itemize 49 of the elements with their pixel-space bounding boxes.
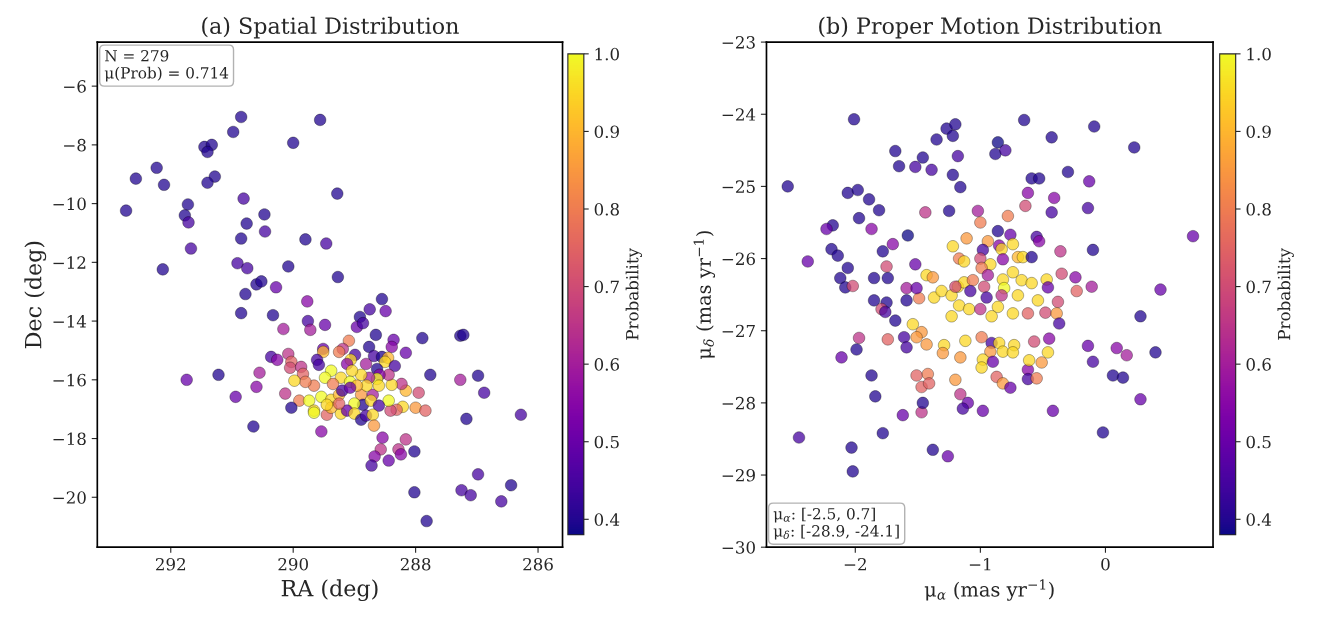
y-tick-label: −28 xyxy=(722,396,755,410)
color-bar-label: 0.8 xyxy=(594,202,619,216)
x-tick-label: 288 xyxy=(400,557,431,571)
color-bar-title: Probability xyxy=(625,248,642,340)
color-bar-label: 0.9 xyxy=(594,125,619,138)
y-tick-label: −29 xyxy=(722,469,755,482)
color-bar-label: 1.0 xyxy=(595,47,619,61)
x-tick-label: 286 xyxy=(523,557,553,571)
chart-title: (b) Proper Motion Distribution xyxy=(819,16,1162,39)
x-tick-label: 0 xyxy=(1101,557,1110,571)
x-axis-title: μ$_{α}$ (mas yr$^{−1}$) xyxy=(924,579,1054,601)
color-bar-label: 0.5 xyxy=(1246,435,1271,449)
y-tick-label: −25 xyxy=(722,180,755,193)
annotation: N = 279 xyxy=(105,49,169,62)
annotation: μ(Prob) = 0.714 xyxy=(104,66,229,82)
y-tick-label: −27 xyxy=(722,324,755,338)
y-tick-label: −6 xyxy=(64,80,86,93)
y-tick-label: −30 xyxy=(722,541,755,554)
y-tick-label: −12 xyxy=(53,256,86,269)
y-tick-label: −18 xyxy=(53,432,86,446)
annotation: μ$_{δ}$: [-28.9, -24.1] xyxy=(773,524,899,540)
color-bar-label: 0.5 xyxy=(594,435,619,449)
color-bar-label: 0.4 xyxy=(1246,513,1272,526)
color-bar-label: 0.8 xyxy=(1246,202,1271,216)
color-bar-label: 0.6 xyxy=(1246,358,1271,371)
x-tick-label: 292 xyxy=(155,557,186,571)
y-tick-label: −24 xyxy=(722,108,756,121)
color-bar-label: 0.7 xyxy=(594,280,619,294)
color-bar-label: 1.0 xyxy=(1247,47,1271,61)
color-bar-title: Probability xyxy=(1277,248,1294,340)
annotation: μ$_{α}$: [-2.5, 0.7] xyxy=(773,507,875,523)
y-axis-title: Dec (deg) xyxy=(24,241,47,349)
y-tick-label: −23 xyxy=(722,36,755,49)
color-bar-label: 0.6 xyxy=(594,358,620,371)
x-tick-label: 290 xyxy=(278,557,308,571)
y-tick-label: −10 xyxy=(53,197,86,211)
x-tick-label: −2 xyxy=(844,557,866,571)
x-tick-label: −1 xyxy=(969,557,991,571)
y-tick-label: −16 xyxy=(53,373,86,387)
chart-title: (a) Spatial Distribution xyxy=(202,16,459,39)
color-bar-label: 0.9 xyxy=(1246,125,1271,138)
color-bar-label: 0.7 xyxy=(1246,280,1271,294)
x-axis-title: RA (deg) xyxy=(281,579,378,602)
y-tick-label: −26 xyxy=(722,252,756,266)
y-tick-label: −14 xyxy=(53,315,87,328)
y-axis-title: μ$_{δ}$ (mas yr$^{−1}$) xyxy=(693,231,716,360)
color-bar-label: 0.4 xyxy=(594,513,620,526)
y-tick-label: −20 xyxy=(53,491,86,504)
y-tick-label: −8 xyxy=(64,138,86,152)
